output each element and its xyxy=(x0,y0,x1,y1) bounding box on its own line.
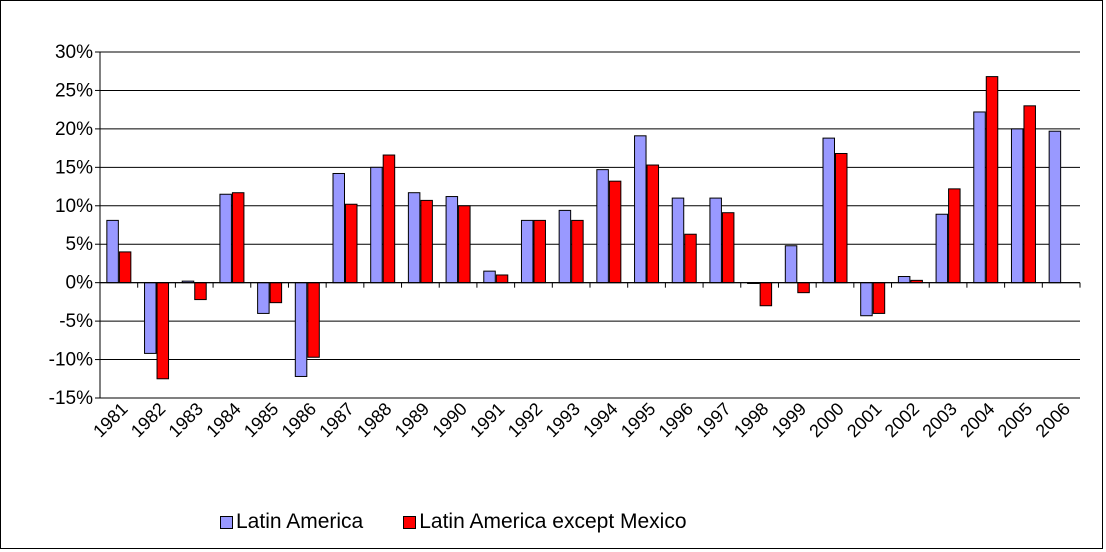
bar-latin-america-except-mexico xyxy=(872,282,886,314)
bar-latin-america-except-mexico xyxy=(721,212,735,284)
bar-latin-america xyxy=(219,193,232,284)
x-tick-label: 2001 xyxy=(843,399,885,441)
bar-latin-america-except-mexico xyxy=(835,152,848,284)
bar-latin-america-except-mexico xyxy=(948,188,961,284)
y-tick-label: 20% xyxy=(55,119,93,140)
bar-latin-america-except-mexico xyxy=(194,282,207,301)
legend-swatch-latin-america xyxy=(220,515,233,529)
bar-latin-america xyxy=(144,282,157,354)
x-tick-label: 2004 xyxy=(956,399,998,441)
x-tick-label: 2005 xyxy=(994,399,1036,441)
x-tick-label: 2006 xyxy=(1032,399,1074,441)
x-tick-label: 1981 xyxy=(89,399,131,441)
x-tick-label: 1998 xyxy=(730,399,772,441)
bar-latin-america xyxy=(1048,130,1062,284)
bar-latin-america-except-mexico xyxy=(985,76,999,284)
bar-latin-america-except-mexico xyxy=(382,154,396,284)
bar-latin-america xyxy=(860,282,873,317)
x-tick-label: 1986 xyxy=(278,399,320,441)
bar-latin-america-except-mexico xyxy=(458,205,471,284)
y-tick-label: 15% xyxy=(55,157,93,178)
bar-latin-america-except-mexico xyxy=(797,282,810,294)
x-tick-label: 2002 xyxy=(881,399,923,441)
bar-latin-america xyxy=(709,197,722,284)
bar-latin-america-except-mexico xyxy=(156,282,170,380)
bar-latin-america-except-mexico xyxy=(684,233,697,284)
legend-label-latin-america: Latin America xyxy=(236,510,364,533)
bar-latin-america xyxy=(332,172,345,284)
x-tick-label: 1982 xyxy=(127,399,169,441)
x-tick-label: 2000 xyxy=(805,399,847,441)
bar-latin-america xyxy=(784,245,798,284)
bar-latin-america xyxy=(294,282,308,377)
x-tick-label: 1984 xyxy=(202,399,244,441)
x-tick-label: 2003 xyxy=(918,399,960,441)
y-tick-label: 25% xyxy=(55,80,93,101)
bar-latin-america xyxy=(370,166,383,284)
bar-latin-america-except-mexico xyxy=(495,274,509,284)
bar-latin-america xyxy=(558,209,572,284)
y-tick-label: -10% xyxy=(49,350,93,371)
y-tick-label: 0% xyxy=(66,273,94,294)
bar-latin-america-except-mexico xyxy=(1023,105,1036,284)
bar-latin-america xyxy=(520,219,534,284)
x-tick-label: 1991 xyxy=(466,399,508,441)
bar-latin-america-except-mexico xyxy=(420,199,433,284)
bar-latin-america xyxy=(596,169,609,284)
bar-latin-america xyxy=(445,196,459,284)
bar-latin-america-except-mexico xyxy=(307,282,320,358)
x-tick-label: 1992 xyxy=(504,399,546,441)
bar-latin-america xyxy=(671,197,685,284)
x-tick-label: 1989 xyxy=(391,399,433,441)
bar-latin-america-except-mexico xyxy=(118,251,132,284)
bar-latin-america xyxy=(935,213,949,284)
x-tick-label: 1993 xyxy=(542,399,584,441)
bar-latin-america-except-mexico xyxy=(533,219,546,284)
x-tick-label: 1995 xyxy=(617,399,659,441)
bar-latin-america xyxy=(897,276,911,284)
bar-latin-america-except-mexico xyxy=(608,180,622,284)
y-tick-label: -5% xyxy=(59,311,93,332)
y-tick-label: 5% xyxy=(66,234,94,255)
bar-latin-america-except-mexico xyxy=(759,282,773,307)
y-tick-label: -15% xyxy=(49,388,93,409)
bar-latin-america-except-mexico xyxy=(231,192,245,284)
x-tick-label: 1994 xyxy=(579,399,621,441)
x-tick-label: 1987 xyxy=(315,399,357,441)
chart-legend: Latin America Latin America except Mexic… xyxy=(220,510,727,534)
x-tick-label: 1997 xyxy=(692,399,734,441)
bar-latin-america-except-mexico xyxy=(571,219,584,284)
x-tick-label: 1990 xyxy=(428,399,470,441)
x-tick-label: 1996 xyxy=(655,399,697,441)
bar-latin-america-except-mexico xyxy=(345,203,358,284)
x-tick-label: 1983 xyxy=(165,399,207,441)
legend-swatch-latin-america-except-mexico xyxy=(403,515,417,529)
bar-latin-america xyxy=(973,111,986,284)
legend-label-latin-america-except-mexico: Latin America except Mexico xyxy=(419,510,687,533)
bar-latin-america xyxy=(634,135,647,284)
bar-latin-america-except-mexico xyxy=(646,164,660,284)
y-tick-label: 30% xyxy=(55,42,93,63)
bar-latin-america-except-mexico xyxy=(269,282,283,304)
bar-latin-america xyxy=(257,282,270,314)
legend-item-latin-america-except-mexico: Latin America except Mexico xyxy=(403,510,687,534)
bar-latin-america xyxy=(483,270,496,284)
legend-item-latin-america: Latin America xyxy=(220,510,363,534)
x-tick-label: 1999 xyxy=(768,399,810,441)
bar-latin-america xyxy=(106,219,119,284)
y-tick-label: 10% xyxy=(55,196,93,217)
bar-latin-america xyxy=(822,137,835,284)
x-tick-label: 1988 xyxy=(353,399,395,441)
x-tick-label: 1985 xyxy=(240,399,282,441)
bar-latin-america xyxy=(1010,128,1024,284)
bar-latin-america xyxy=(407,192,421,284)
